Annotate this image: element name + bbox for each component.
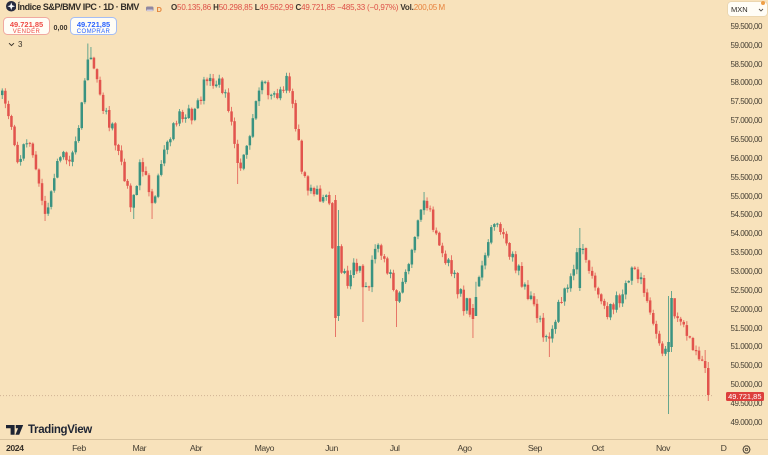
svg-text:D: D (157, 5, 163, 13)
